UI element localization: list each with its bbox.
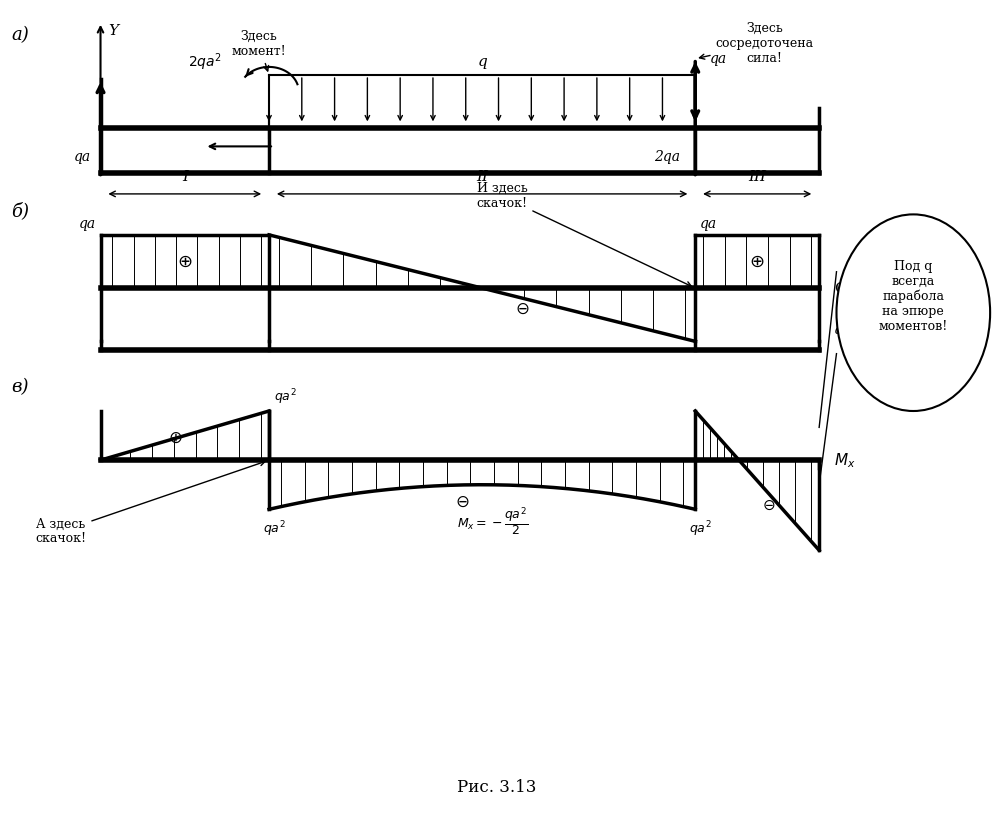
Text: $qa^2$: $qa^2$ (262, 520, 285, 538)
Text: $\ominus$: $\ominus$ (515, 299, 529, 317)
Text: III: III (748, 170, 766, 184)
Text: qa: qa (834, 323, 851, 337)
Text: Рис. 3.13: Рис. 3.13 (457, 779, 537, 797)
Ellipse shape (837, 215, 990, 411)
Text: $\oplus$: $\oplus$ (177, 252, 193, 270)
Text: $\oplus$: $\oplus$ (749, 252, 765, 270)
Text: qa: qa (700, 217, 718, 231)
Text: И здесь
скачок!: И здесь скачок! (476, 182, 692, 286)
Text: $M_x=-\dfrac{qa^2}{2}$: $M_x=-\dfrac{qa^2}{2}$ (456, 506, 528, 538)
Text: $\ominus$: $\ominus$ (762, 497, 775, 513)
Text: $qa^2$: $qa^2$ (689, 520, 712, 538)
Text: qa: qa (79, 217, 95, 231)
Text: qa: qa (710, 52, 728, 66)
Text: $M_x$: $M_x$ (834, 450, 856, 469)
Text: q: q (477, 54, 487, 68)
Text: Здесь
момент!: Здесь момент! (232, 30, 286, 71)
Text: 2qa: 2qa (654, 150, 680, 164)
Text: б): б) (11, 202, 29, 220)
Text: $qa^2$: $qa^2$ (274, 387, 297, 407)
Text: qa: qa (74, 150, 90, 164)
Text: а): а) (11, 26, 29, 44)
Text: $\oplus$: $\oplus$ (168, 429, 182, 447)
Text: Q: Q (834, 281, 847, 295)
Text: Под q
всегда
парабола
на эпюре
моментов!: Под q всегда парабола на эпюре моментов! (879, 260, 948, 333)
Text: в): в) (11, 378, 29, 396)
Text: $2qa^2$: $2qa^2$ (188, 51, 222, 72)
Text: II: II (476, 170, 488, 184)
Text: А здесь
скачок!: А здесь скачок! (36, 461, 265, 546)
Text: $\ominus$: $\ominus$ (455, 493, 469, 511)
Text: Y: Y (108, 24, 118, 38)
Text: I: I (182, 170, 188, 184)
Text: Здесь
сосредоточена
сила!: Здесь сосредоточена сила! (700, 22, 814, 65)
